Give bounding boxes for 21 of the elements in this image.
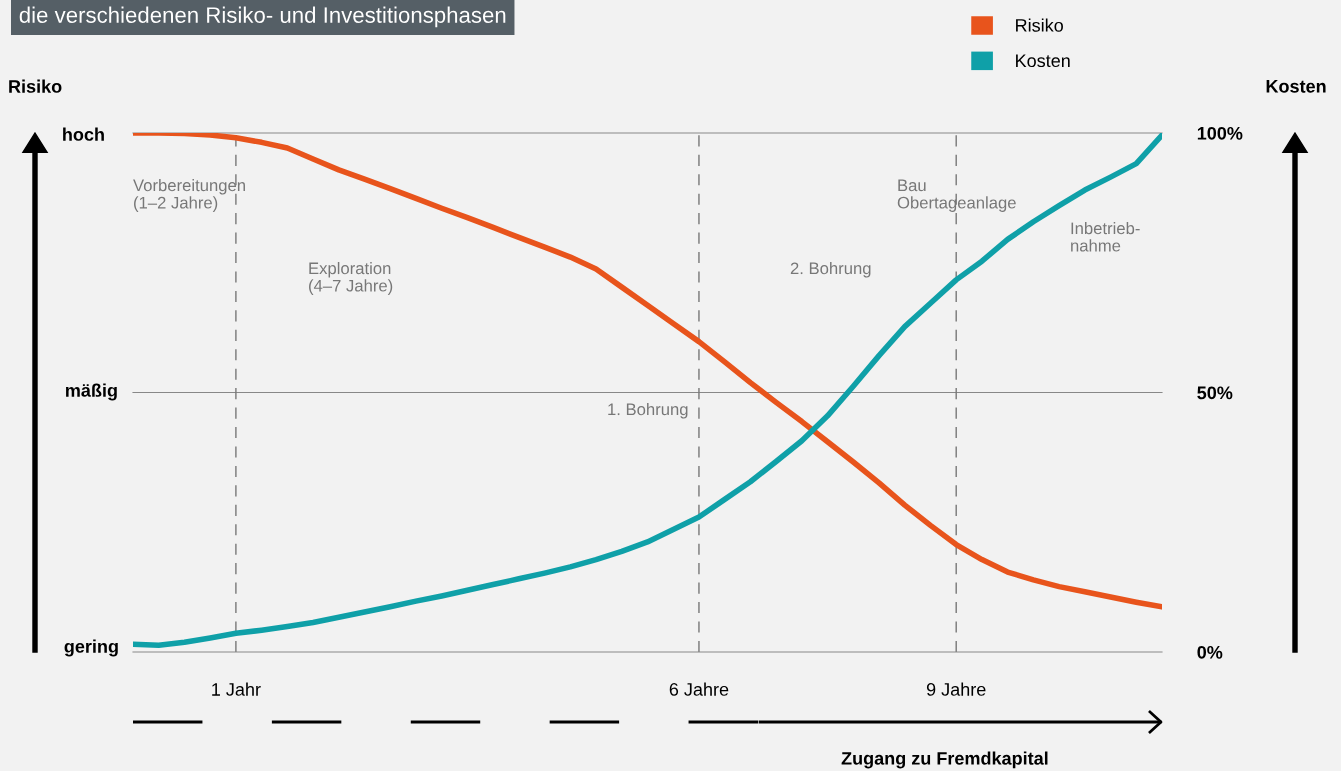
- y-tick-label: 100%: [1197, 126, 1243, 140]
- annotation: Inbetrieb- nahme: [1071, 222, 1140, 252]
- text: gering: [64, 639, 118, 657]
- x-axis-title: Zugang zu Fremdkapital: [841, 751, 1048, 769]
- annotation: Exploration (4–7 Jahre): [309, 262, 393, 295]
- x-tick-label: 6 Jahre: [669, 682, 729, 696]
- annotation: Bau Obertageanlage: [897, 179, 1016, 212]
- text: mäßig: [66, 383, 117, 401]
- legend-label: Risiko: [1016, 18, 1063, 32]
- chart-title: die verschiedenen Risiko- und Investitionsphasen: [19, 6, 506, 28]
- text: hoch: [63, 127, 104, 141]
- x-tick-label: 1 Jahr: [212, 682, 261, 696]
- annotation: Vorbereitungen (1–2 Jahre): [133, 179, 245, 212]
- y-tick-label: 50%: [1197, 386, 1233, 400]
- text: Risiko: [9, 79, 62, 93]
- annotation: 1. Bohrung: [608, 403, 688, 419]
- y-tick-label: 0%: [1197, 645, 1223, 659]
- x-tick-label: 9 Jahre: [926, 682, 986, 696]
- annotation: 2. Bohrung: [790, 262, 871, 278]
- y-axis-title: Kosten: [1266, 80, 1326, 93]
- legend-label: Kosten: [1016, 54, 1070, 68]
